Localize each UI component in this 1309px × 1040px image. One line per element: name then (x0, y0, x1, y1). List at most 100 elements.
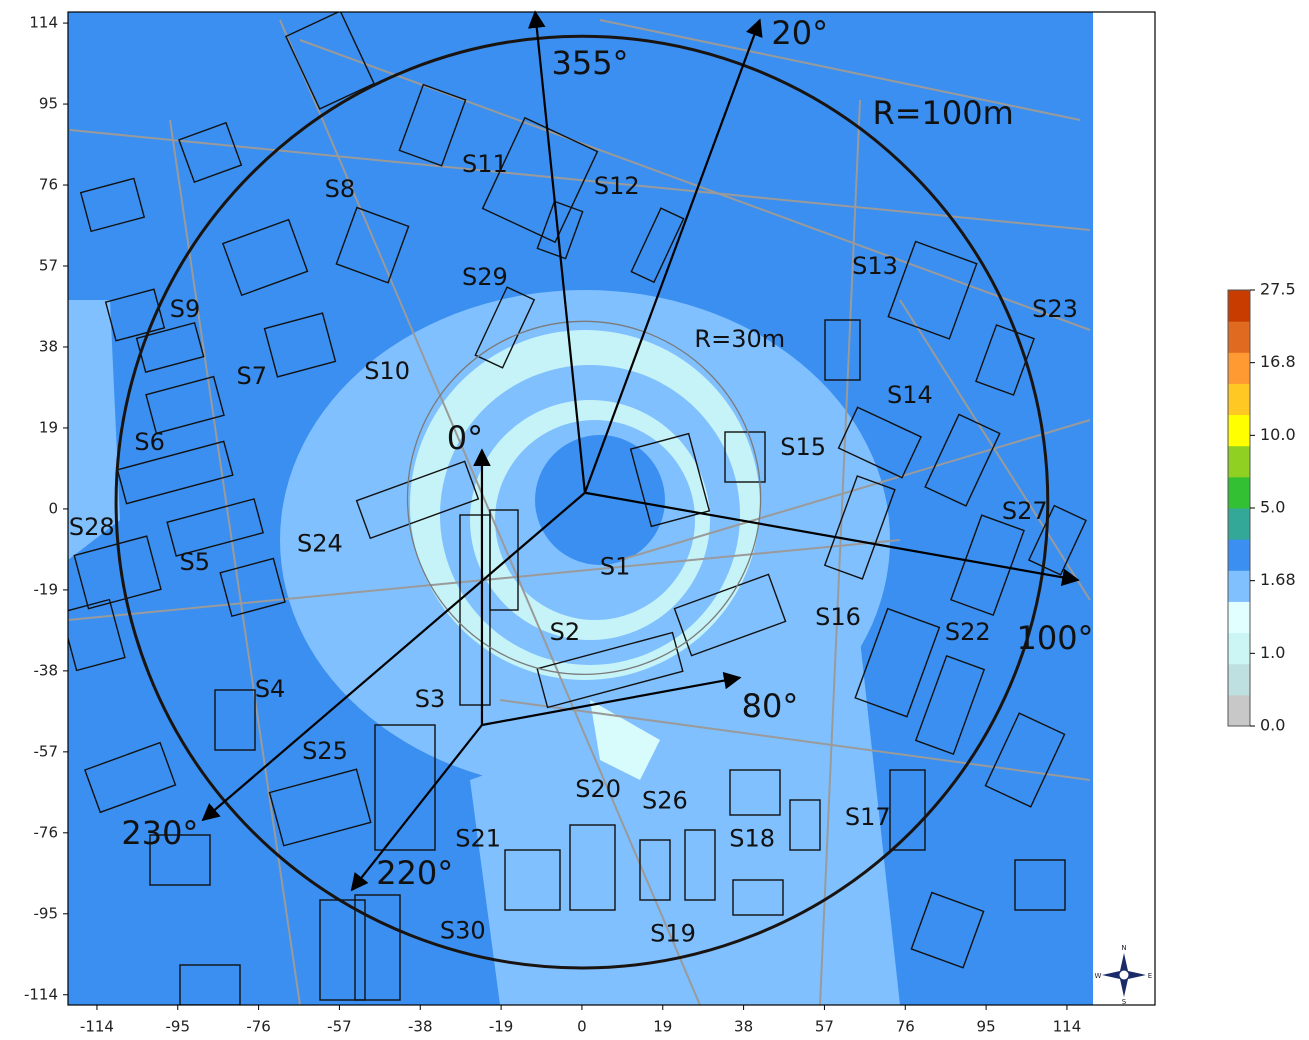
arrow-label: 230° (121, 814, 198, 852)
site-label: S14 (887, 381, 933, 409)
field-zone (470, 640, 900, 1005)
y-tick-label: 38 (39, 337, 58, 355)
y-tick-label: 76 (39, 176, 58, 194)
site-label: S6 (134, 428, 165, 456)
layers: -114 -95 -76 -57 -38 -19 0 19 38 57 76 95 114 -114 -95… (24, 10, 1296, 1036)
site-label: S25 (302, 737, 348, 765)
y-tick-label: -19 (34, 580, 59, 598)
y-tick-label: -76 (34, 823, 59, 841)
colorbar-band (1228, 383, 1250, 416)
colorbar-band (1228, 632, 1250, 665)
y-tick-label: 95 (39, 95, 58, 113)
colorbar-band (1228, 476, 1250, 509)
site-label: S27 (1002, 497, 1048, 525)
colorbar-band (1228, 290, 1250, 322)
x-tick-label: 0 (577, 1018, 587, 1036)
radius-label: R=30m (694, 325, 785, 353)
colorbar-band (1228, 663, 1250, 696)
y-tick-label: -57 (34, 742, 59, 760)
site-label: S23 (1032, 295, 1078, 323)
colorbar-band (1228, 694, 1250, 727)
compass-letter: S (1122, 998, 1127, 1006)
site-label: S29 (462, 263, 508, 291)
compass-rose (1102, 953, 1146, 997)
wind-arrow (583, 18, 763, 494)
arrow-label: 80° (742, 687, 799, 725)
x-tick-label: -57 (327, 1018, 352, 1036)
field-zone (590, 700, 660, 780)
colorbar-band (1228, 508, 1250, 540)
colorbar-label: 5.0 (1260, 498, 1285, 517)
site-label: S10 (364, 357, 410, 385)
site-label: S26 (642, 787, 688, 815)
x-tick-label: 114 (1053, 1018, 1082, 1036)
x-tick-label: 76 (896, 1018, 915, 1036)
colorbar-label: 1.68 (1260, 570, 1296, 589)
wind-arrow (350, 724, 483, 892)
arrow-label: 100° (1016, 619, 1093, 657)
colorbar-band (1228, 445, 1250, 478)
x-tick-label: -38 (408, 1018, 433, 1036)
site-label: S18 (729, 825, 775, 853)
colorbar-band (1228, 539, 1250, 571)
x-tick-label: 57 (815, 1018, 834, 1036)
wind-arrow (201, 491, 586, 822)
y-tick-label: 19 (39, 418, 58, 436)
field-zone (68, 300, 120, 560)
colorbar-band (1228, 570, 1250, 602)
site-label: S24 (297, 530, 343, 558)
site-label: S1 (600, 553, 631, 581)
colorbar-band (1228, 321, 1250, 353)
site-label: S2 (550, 618, 581, 646)
x-tick-label: 19 (653, 1018, 672, 1036)
site-label: S3 (415, 685, 446, 713)
site-label: S4 (255, 675, 286, 703)
wind-arrow (481, 671, 742, 727)
site-label: S5 (180, 548, 211, 576)
site-label: S13 (852, 252, 898, 280)
radius-circle (114, 34, 1050, 970)
y-tick-label: -114 (24, 985, 58, 1003)
x-tick-label: -114 (80, 1018, 114, 1036)
site-label: S12 (594, 172, 640, 200)
x-tick-label: 38 (734, 1018, 753, 1036)
site-label: S9 (170, 295, 201, 323)
site-label: S7 (237, 362, 268, 390)
x-tick-label: -76 (246, 1018, 271, 1036)
colorbar-band (1228, 352, 1250, 384)
streets (68, 19, 1091, 1005)
site-label: S30 (440, 917, 486, 945)
y-tick-label: -38 (34, 661, 59, 679)
site-label: S15 (780, 433, 826, 461)
colorbar-label: 27.5 (1260, 280, 1296, 299)
arrow-label: 0° (447, 419, 483, 457)
colorbar-label: 16.8 (1260, 352, 1296, 371)
site-label: S28 (69, 513, 115, 541)
colorbar-label: 1.0 (1260, 643, 1285, 662)
arrow-label: 220° (376, 854, 453, 892)
wind-arrow (584, 491, 1080, 586)
y-tick-label: 114 (29, 14, 58, 32)
x-tick-label: 95 (977, 1018, 996, 1036)
compass-letter: W (1095, 972, 1102, 980)
site-label: S8 (325, 175, 356, 203)
y-tick-label: 0 (48, 499, 58, 517)
colorbar-label: 10.0 (1260, 425, 1296, 444)
y-tick-label: -95 (34, 904, 59, 922)
arrow-label: 355° (551, 44, 628, 82)
site-label: S16 (815, 603, 861, 631)
site-label: S22 (945, 618, 991, 646)
site-label: S20 (575, 775, 621, 803)
arrow-label: 20° (771, 14, 828, 52)
field-zone (535, 435, 665, 565)
colorbar-band (1228, 414, 1250, 447)
site-label: S11 (462, 150, 508, 178)
x-tick-label: -19 (489, 1018, 514, 1036)
radius-circle (406, 320, 762, 676)
compass-letter: N (1121, 944, 1126, 952)
buildings (68, 12, 1087, 1005)
y-tick-label: 57 (39, 257, 58, 275)
site-label: S17 (845, 803, 891, 831)
